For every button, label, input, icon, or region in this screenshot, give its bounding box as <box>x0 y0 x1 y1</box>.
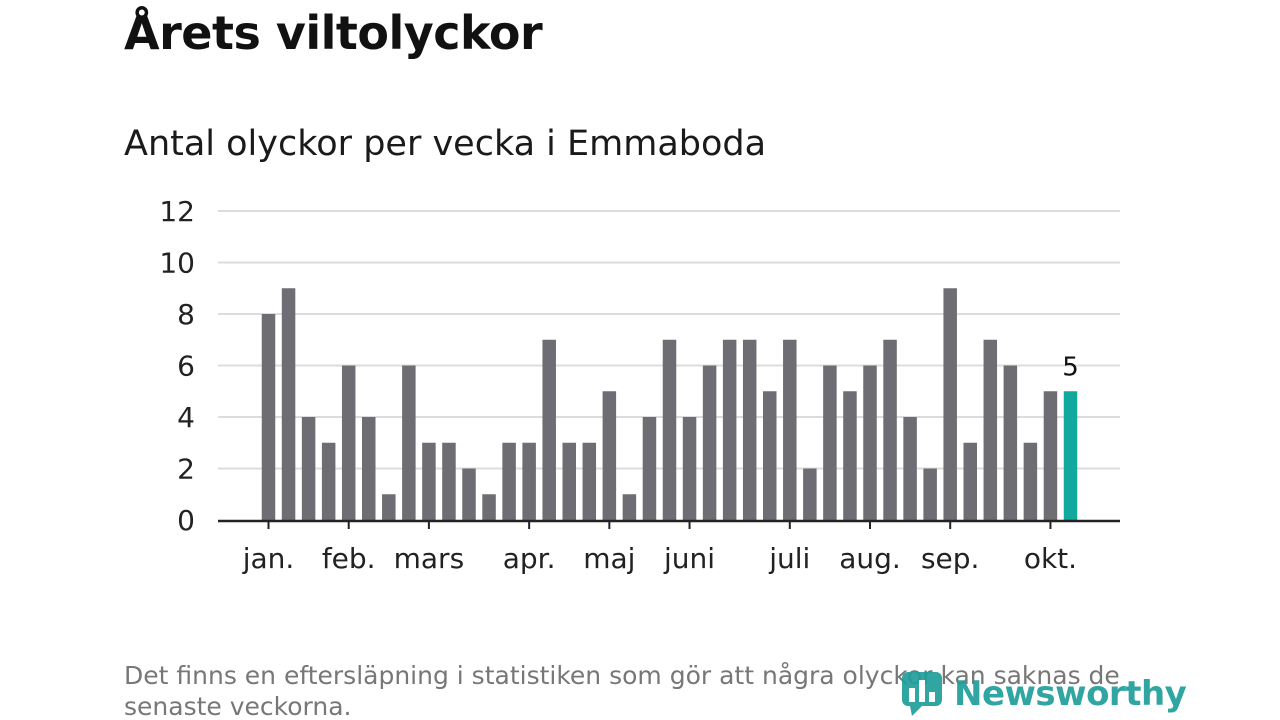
bar <box>903 417 917 520</box>
bar <box>963 442 977 520</box>
bar <box>562 442 576 520</box>
bar <box>362 417 376 520</box>
x-tick-label: juli <box>768 542 810 575</box>
bar <box>983 339 998 520</box>
bar <box>702 365 717 520</box>
bar-highlight <box>1063 391 1078 520</box>
x-tick-label: feb. <box>322 542 376 575</box>
bar <box>261 314 276 520</box>
footnote: Det finns en eftersläpning i statistiken… <box>124 661 1120 720</box>
bar <box>863 365 877 520</box>
bar <box>722 339 737 520</box>
x-axis-labels: jan. feb. mars apr. maj juni juli aug. sep. okt. <box>242 542 1077 575</box>
x-tick-label: mars <box>394 542 465 575</box>
newsworthy-logo: Newsworthy <box>900 668 1187 720</box>
y-tick-label: 6 <box>177 350 195 383</box>
bar <box>442 442 456 520</box>
bar <box>301 417 316 520</box>
bar <box>883 339 897 520</box>
bar <box>823 365 837 520</box>
bar <box>582 442 597 520</box>
x-tick-label: jan. <box>242 542 295 575</box>
x-tick-label: okt. <box>1024 542 1077 575</box>
bar <box>682 417 697 520</box>
bar <box>402 365 416 520</box>
x-tick-label: maj <box>583 542 635 575</box>
bar <box>382 494 396 520</box>
bar <box>502 442 516 520</box>
x-tick-label: aug. <box>839 542 901 575</box>
bar <box>602 391 617 520</box>
bar <box>943 288 957 520</box>
highlight-value-label: 5 <box>1062 352 1079 382</box>
bar <box>1023 442 1038 520</box>
x-tick-label: sep. <box>921 542 980 575</box>
bar <box>341 365 356 520</box>
bar <box>422 442 436 520</box>
chart-subtitle: Antal olyckor per vecka i Emmaboda <box>124 124 767 164</box>
bar <box>622 494 637 520</box>
bar <box>542 339 556 520</box>
bar <box>482 494 496 520</box>
bar <box>783 339 797 520</box>
y-tick-label: 12 <box>159 195 195 228</box>
y-tick-label: 0 <box>177 504 195 537</box>
x-tick-label: apr. <box>503 542 556 575</box>
y-tick-label: 2 <box>177 453 195 486</box>
bar <box>923 468 937 520</box>
x-tick-label: juni <box>663 542 715 575</box>
bar <box>742 339 757 520</box>
bar <box>281 288 296 520</box>
page-title: Årets viltolyckor <box>124 6 543 60</box>
y-tick-label: 10 <box>159 247 195 280</box>
annotations: 5 <box>1062 352 1079 382</box>
bar <box>642 417 657 520</box>
x-axis <box>218 519 1120 529</box>
bar-chart: 0 2 4 6 8 10 12 jan. feb. mars apr. maj juni juli aug… <box>159 195 1120 575</box>
bar <box>1003 365 1018 520</box>
bar <box>803 468 817 520</box>
logo-text: Newsworthy <box>954 674 1187 714</box>
bar <box>662 339 677 520</box>
bar <box>763 391 777 520</box>
bar <box>321 442 336 520</box>
bar <box>843 391 857 520</box>
y-tick-label: 4 <box>177 401 195 434</box>
bar <box>1043 391 1058 520</box>
logo-icon <box>902 672 942 716</box>
y-axis-labels: 0 2 4 6 8 10 12 <box>159 195 195 537</box>
y-tick-label: 8 <box>177 298 195 331</box>
bars <box>261 288 1078 520</box>
bar <box>462 468 476 520</box>
bar <box>522 442 536 520</box>
